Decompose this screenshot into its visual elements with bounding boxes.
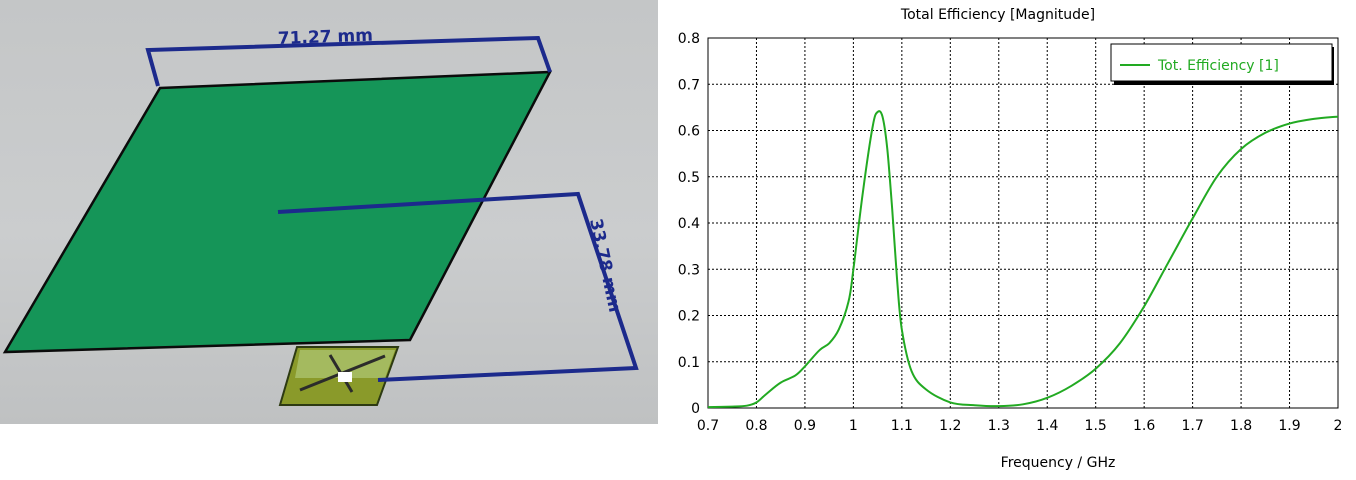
x-tick-label: 1.8 [1230, 418, 1252, 434]
x-tick-label: 1.3 [988, 418, 1010, 434]
antenna-model-view: 71.27 mm 33.78 mm [0, 0, 658, 424]
pcb-feed-region [295, 350, 395, 378]
x-tick-label: 2 [1334, 418, 1343, 434]
x-tick-label: 0.7 [697, 418, 719, 434]
x-tick-label: 0.9 [794, 418, 816, 434]
feed-port [338, 372, 352, 382]
x-tick-label: 1.7 [1181, 418, 1203, 434]
x-tick-label: 1 [849, 418, 858, 434]
efficiency-chart: Total Efficiency [Magnitude] 0.7 0.8 0.9 1 1… [678, 7, 1343, 471]
x-tick-label: 1.6 [1133, 418, 1155, 434]
legend-box [1110, 43, 1333, 82]
y-tick-label: 0.8 [678, 31, 700, 47]
y-tick-label: 0.6 [678, 124, 700, 140]
series-layer [707, 110, 1339, 409]
grid-layer [707, 37, 1339, 409]
x-tick-label: 1.2 [939, 418, 961, 434]
legend: Tot. Efficiency [1] [1110, 43, 1334, 85]
x-tick-label: 1.1 [891, 418, 913, 434]
y-tick-label: 0.3 [678, 262, 700, 278]
y-tick-label: 0.7 [678, 77, 700, 93]
y-tick-label: 0.4 [678, 216, 700, 232]
y-tick-label: 0.5 [678, 170, 700, 186]
y-tick-label: 0.2 [678, 309, 700, 325]
x-tick-label: 1.4 [1036, 418, 1058, 434]
plot-frame [707, 37, 1339, 409]
x-axis-label: Frequency / GHz [1001, 455, 1116, 471]
chart-title: Total Efficiency [Magnitude] [900, 7, 1095, 23]
width-dimension: 71.27 mm [145, 26, 552, 87]
x-tick-label: 1.5 [1085, 418, 1107, 434]
x-tick-label: 1.9 [1278, 418, 1300, 434]
width-dimension-label: 71.27 mm [277, 26, 373, 49]
height-dimension-label: 33.78 mm [585, 217, 624, 314]
x-tick-label: 0.8 [745, 418, 767, 434]
y-tick-label: 0.1 [678, 355, 700, 371]
y-tick-label: 0 [691, 401, 700, 417]
legend-entry: Tot. Efficiency [1] [1157, 58, 1279, 74]
series-line-total-efficiency [707, 110, 1339, 409]
ground-plane [2, 70, 553, 354]
antenna-model-drawing: 71.27 mm 33.78 mm [2, 26, 639, 406]
tick-labels: 0.7 0.8 0.9 1 1.1 1.2 1.3 1.4 1.5 1.6 1.7 1.8 1.9 200… [678, 31, 1343, 434]
